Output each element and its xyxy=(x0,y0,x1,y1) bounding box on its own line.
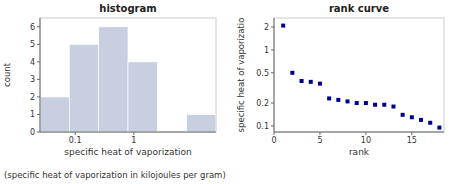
y-tick xyxy=(37,114,40,115)
x-tick xyxy=(365,132,366,135)
point xyxy=(391,105,395,109)
point xyxy=(355,101,359,105)
x-tick-label: 10 xyxy=(361,136,371,145)
marks xyxy=(281,24,441,130)
histogram-bar xyxy=(69,44,98,132)
x-tick xyxy=(274,132,275,135)
point xyxy=(437,126,441,130)
point xyxy=(300,79,304,83)
x-tick-label: 5 xyxy=(317,136,322,145)
point xyxy=(346,99,350,103)
y-tick-label: 0 xyxy=(30,128,35,137)
point xyxy=(318,82,322,86)
y-tick-label: 1 xyxy=(264,46,269,55)
point xyxy=(373,103,377,107)
y-axis-label: count xyxy=(2,62,12,87)
point xyxy=(401,113,405,117)
point xyxy=(309,80,313,84)
x-tick-label: 0 xyxy=(271,136,276,145)
y-tick-label: 0.1 xyxy=(256,122,269,131)
y-tick-label: 0.5 xyxy=(256,69,269,78)
x-axis xyxy=(40,132,216,133)
y-tick-label: 6 xyxy=(30,23,35,32)
plot-frame xyxy=(274,18,444,132)
title: rank curve xyxy=(329,3,389,14)
x-axis-label: rank xyxy=(349,147,370,157)
histogram-bar xyxy=(128,62,157,132)
x-axis-label: specific heat of vaporization xyxy=(64,147,191,157)
y-tick-label: 1 xyxy=(30,110,35,119)
y-tick-label: 3 xyxy=(30,75,35,84)
y-tick xyxy=(37,44,40,45)
y-axis-label: specific heat of vaporizatio xyxy=(236,18,246,133)
y-tick-label: 5 xyxy=(30,40,35,49)
x-tick xyxy=(75,132,76,135)
x-tick xyxy=(319,132,320,135)
x-tick xyxy=(133,132,134,135)
point xyxy=(290,71,294,75)
histogram-bar xyxy=(187,114,216,132)
y-tick xyxy=(271,72,274,73)
point xyxy=(428,121,432,125)
histogram-bar xyxy=(99,27,128,132)
y-tick xyxy=(37,96,40,97)
y-tick-label: 2 xyxy=(264,23,269,32)
y-tick xyxy=(271,125,274,126)
y-tick xyxy=(37,26,40,27)
point xyxy=(364,101,368,105)
y-tick-label: 4 xyxy=(30,58,35,67)
x-axis xyxy=(274,132,444,133)
point xyxy=(382,103,386,107)
y-tick xyxy=(271,103,274,104)
title: histogram xyxy=(99,3,156,14)
point xyxy=(410,115,414,119)
caption: (specific heat of vaporization in kilojo… xyxy=(4,170,226,180)
panel: 0 5 10 15 0.1 0.2 0.5 1 2 rank curve rank specific … xyxy=(236,3,444,157)
marks xyxy=(40,27,216,132)
figure: 0.110123456histogramspecific heat of vap… xyxy=(0,0,451,184)
y-axis xyxy=(274,18,275,132)
y-tick xyxy=(37,132,40,133)
y-tick xyxy=(271,27,274,28)
plot-frame xyxy=(40,18,216,132)
x-tick xyxy=(411,132,412,135)
y-tick-label: 0.2 xyxy=(256,99,269,108)
panel: 0.1 1 0 1 2 3 4 5 6 histogram specific heat of vap… xyxy=(2,3,216,157)
y-tick-label: 2 xyxy=(30,93,35,102)
point xyxy=(336,98,340,102)
point xyxy=(327,96,331,100)
x-tick-label: 1 xyxy=(131,136,136,145)
x-tick-label: 15 xyxy=(407,136,417,145)
y-tick xyxy=(37,79,40,80)
histogram-bar xyxy=(40,97,69,132)
y-tick xyxy=(271,49,274,50)
point xyxy=(419,118,423,122)
y-tick xyxy=(37,61,40,62)
point xyxy=(281,24,285,28)
x-tick-label: 0.1 xyxy=(69,136,82,145)
